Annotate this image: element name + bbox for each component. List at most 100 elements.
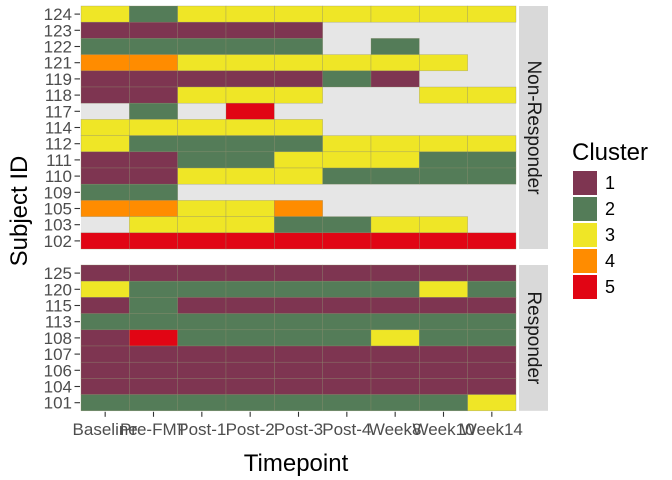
heatmap-cell xyxy=(274,38,323,55)
heatmap-cell xyxy=(274,70,323,88)
heatmap-cell xyxy=(129,297,178,314)
heatmap-cell xyxy=(370,135,420,153)
y-tick-label: 119 xyxy=(45,70,72,89)
heatmap-cell xyxy=(225,216,275,234)
heatmap-cell xyxy=(80,38,130,55)
heatmap-cell xyxy=(80,297,130,314)
heatmap-cell xyxy=(225,70,275,88)
legend: Cluster 1 2 3 4 5 xyxy=(572,139,648,299)
heatmap-cell xyxy=(274,297,323,314)
heatmap-cell xyxy=(467,280,517,298)
heatmap-cell xyxy=(80,5,130,23)
heatmap-cell xyxy=(322,216,372,234)
heatmap-cell xyxy=(177,329,227,347)
heatmap-cell xyxy=(177,70,227,88)
heatmap-cell xyxy=(129,329,178,347)
heatmap-cell xyxy=(129,54,178,72)
heatmap-cell xyxy=(129,345,178,363)
heatmap-cell xyxy=(177,5,227,23)
heatmap-cell xyxy=(370,329,420,347)
heatmap-cell xyxy=(322,232,372,250)
heatmap-cell xyxy=(370,313,420,331)
legend-title: Cluster xyxy=(572,139,648,166)
facet-strip-label: Non-Responder xyxy=(523,60,544,195)
heatmap-cell xyxy=(80,119,130,136)
heatmap-cell xyxy=(370,378,420,395)
heatmap-cell xyxy=(129,21,178,39)
heatmap-cell xyxy=(129,200,178,217)
y-tick-label: 109 xyxy=(44,183,72,202)
heatmap-cell xyxy=(129,361,178,379)
heatmap-cell xyxy=(467,5,517,23)
legend-label-2: 2 xyxy=(605,199,615,219)
heatmap-cell xyxy=(419,378,468,395)
y-tick-label: 112 xyxy=(45,135,72,154)
heatmap-cell xyxy=(80,183,130,201)
x-tick-label: Pre-FMT xyxy=(120,420,187,439)
heatmap-cell xyxy=(419,264,468,282)
heatmap-cell xyxy=(80,361,130,379)
heatmap-cell xyxy=(274,151,323,169)
y-tick-label: 121 xyxy=(44,54,72,73)
heatmap-cell xyxy=(225,119,275,136)
heatmap-cell xyxy=(129,38,178,55)
y-tick-label: 101 xyxy=(44,394,72,413)
heatmap-cell xyxy=(225,297,275,314)
heatmap-cell xyxy=(274,21,323,39)
heatmap-cell xyxy=(80,151,130,169)
heatmap-cell xyxy=(419,345,468,363)
y-tick-label: 107 xyxy=(44,345,72,364)
y-tick-label: 125 xyxy=(44,264,72,283)
heatmap-cell xyxy=(225,232,275,250)
heatmap-cell xyxy=(274,5,323,23)
heatmap-cell xyxy=(177,216,227,234)
heatmap-cell xyxy=(80,167,130,185)
heatmap-cell xyxy=(419,167,468,185)
x-tick-label: Post-2 xyxy=(226,420,275,439)
heatmap-cell xyxy=(274,200,323,217)
heatmap-cell xyxy=(129,167,178,185)
heatmap-cell xyxy=(322,313,372,331)
facet-strip xyxy=(519,265,548,411)
heatmap-cell xyxy=(419,329,468,347)
y-tick-label: 104 xyxy=(44,378,72,397)
heatmap-cell xyxy=(129,216,178,234)
heatmap-cell xyxy=(225,86,275,104)
heatmap-cell xyxy=(80,264,130,282)
heatmap-cell xyxy=(274,135,323,153)
facet-strip xyxy=(519,6,548,249)
heatmap-cell xyxy=(370,297,420,314)
heatmap-cell xyxy=(225,313,275,331)
y-tick-label: 120 xyxy=(44,280,72,299)
heatmap-cell xyxy=(129,378,178,395)
legend-key-3 xyxy=(573,223,597,247)
heatmap-cell xyxy=(177,86,227,104)
heatmap-cell xyxy=(419,135,468,153)
heatmap-cell xyxy=(274,119,323,136)
x-tick-label: Week14 xyxy=(461,420,523,439)
heatmap-cell xyxy=(129,313,178,331)
heatmap-cell xyxy=(129,86,178,104)
x-axis-title: Timepoint xyxy=(244,450,349,477)
heatmap-cell xyxy=(225,264,275,282)
x-tick-label: Post-4 xyxy=(322,420,371,439)
heatmap-cell xyxy=(419,313,468,331)
heatmap-cell xyxy=(177,38,227,55)
heatmap-cell xyxy=(419,280,468,298)
heatmap-cell xyxy=(80,329,130,347)
heatmap-cell xyxy=(80,86,130,104)
heatmap-cell xyxy=(225,378,275,395)
heatmap-cell xyxy=(129,151,178,169)
heatmap-cell xyxy=(177,54,227,72)
heatmap-cell xyxy=(370,167,420,185)
legend-label-5: 5 xyxy=(605,277,615,297)
heatmap-cell xyxy=(129,264,178,282)
heatmap-cell xyxy=(274,361,323,379)
heatmap-cell xyxy=(274,54,323,72)
heatmap-cell xyxy=(129,119,178,136)
heatmap-cell xyxy=(129,280,178,298)
heatmap-cell xyxy=(419,216,468,234)
heatmap-cell xyxy=(129,232,178,250)
